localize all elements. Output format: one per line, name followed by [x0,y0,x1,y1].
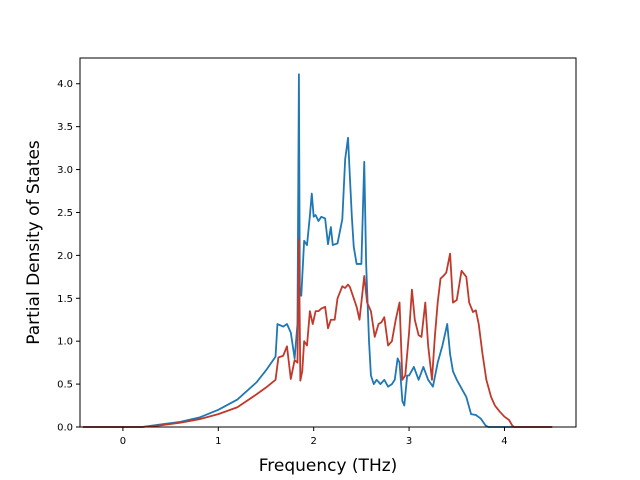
x-tick-label: 2 [311,436,317,447]
y-tick-label: 1.0 [57,337,73,348]
plot-frame [79,57,577,428]
series-line-1 [82,73,553,428]
series-line-2 [82,238,553,428]
y-tick-label: 4.0 [57,79,73,90]
y-tick-label: 2.0 [57,251,73,262]
y-tick-label: 3.0 [57,165,73,176]
x-tick-label: 4 [501,436,507,447]
x-tick-label: 0 [120,436,126,447]
y-tick-label: 3.5 [57,122,73,133]
y-tick-label: 0.5 [57,380,73,391]
y-tick-label: 0.0 [57,423,73,434]
plot-lines [82,73,553,428]
x-tick-label: 1 [215,436,221,447]
y-tick-label: 1.5 [57,294,73,305]
y-axis-ticks: 0.0 0.5 1.0 1.5 2.0 2.5 3.0 3.5 4.0 [57,79,80,434]
y-axis-label: Partial Density of States [24,140,44,345]
x-tick-label: 3 [406,436,412,447]
y-tick-label: 2.5 [57,208,73,219]
x-axis-label: Frequency (THz) [259,456,398,476]
x-axis-ticks: 0 1 2 3 4 [120,427,508,447]
